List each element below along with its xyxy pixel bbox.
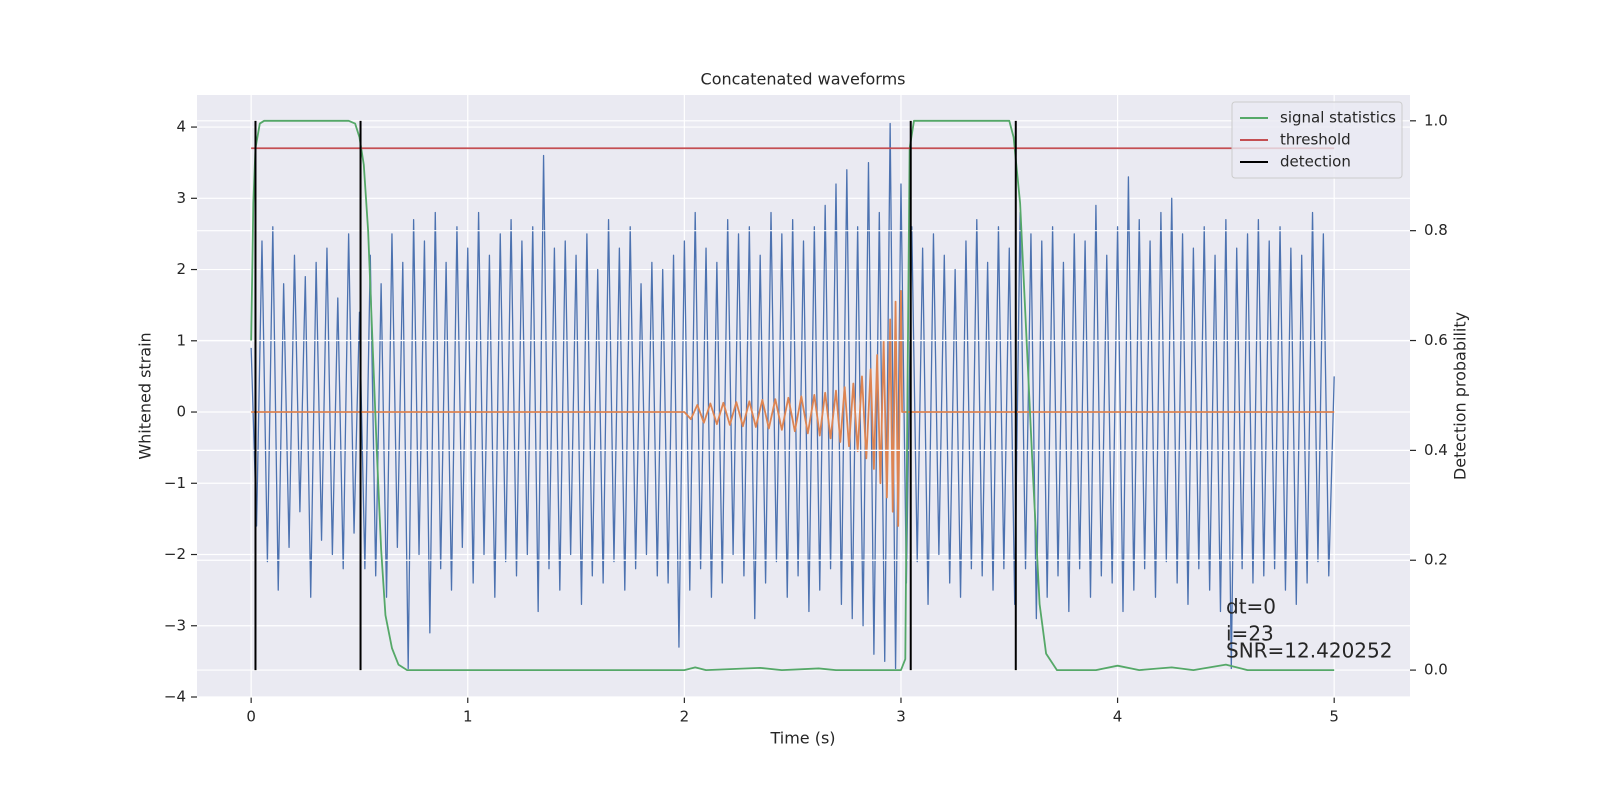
x-tick-label: 0 <box>246 708 256 726</box>
x-tick-label: 2 <box>680 708 690 726</box>
y2-axis-label: Detection probability <box>1451 312 1470 480</box>
y-tick-label: 3 <box>176 189 186 207</box>
y-tick-label: 0 <box>176 403 186 421</box>
y2-tick-label: 0.4 <box>1424 441 1448 459</box>
plot-background <box>197 95 1410 697</box>
legend-label: threshold <box>1280 131 1351 149</box>
y-tick-label: −3 <box>164 616 186 634</box>
y2-tick-label: 1.0 <box>1424 111 1448 129</box>
legend-label: detection <box>1280 153 1351 171</box>
legend: signal statistics threshold detection <box>1231 101 1403 179</box>
annotation: SNR=12.420252 <box>1226 639 1392 663</box>
y2-tick-label: 0.2 <box>1424 551 1448 569</box>
legend-box <box>1231 101 1403 179</box>
x-tick-label: 5 <box>1329 708 1339 726</box>
y-axis-label: Whitened strain <box>136 332 155 459</box>
y2-tick-label: 0.8 <box>1424 221 1448 239</box>
y2-tick-label: 0.0 <box>1424 661 1448 679</box>
series-line <box>250 119 1335 671</box>
annotation: dt=0 <box>1226 595 1276 619</box>
legend-label: signal statistics <box>1280 109 1396 127</box>
x-tick-label: 1 <box>463 708 473 726</box>
x-axis-label: Time (s) <box>769 729 835 748</box>
x-tick-label: 4 <box>1113 708 1123 726</box>
y2-tick-label: 0.6 <box>1424 331 1448 349</box>
y-tick-label: −1 <box>164 474 186 492</box>
chart-title: Concatenated waveforms <box>701 70 906 89</box>
y-tick-label: 4 <box>176 118 186 136</box>
y-tick-label: 1 <box>176 331 186 349</box>
series-line <box>250 122 1335 670</box>
x-tick-label: 3 <box>896 708 906 726</box>
y-tick-label: −2 <box>164 545 186 563</box>
series-line <box>251 290 1335 527</box>
y-tick-label: 2 <box>176 260 186 278</box>
y-tick-label: −4 <box>164 688 186 706</box>
annotation: i=23 <box>1226 622 1274 646</box>
